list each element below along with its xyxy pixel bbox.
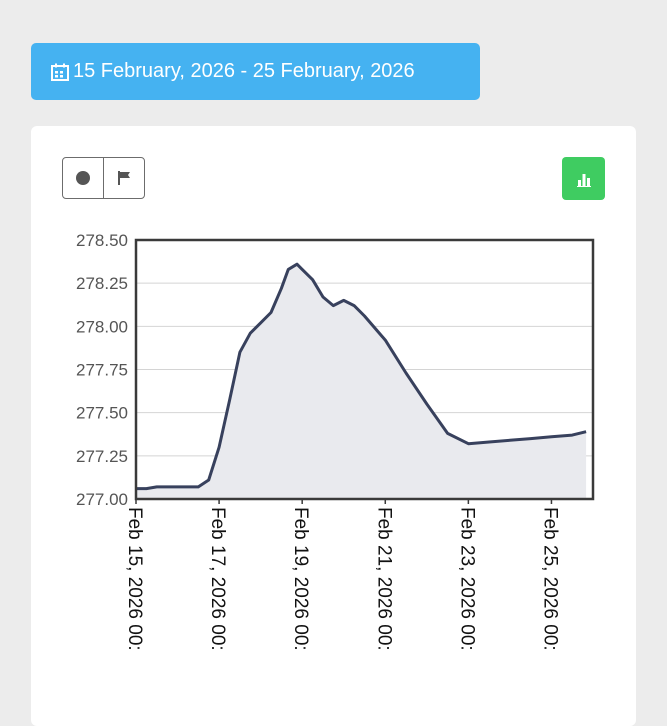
y-tick-label: 277.25 (76, 447, 128, 466)
date-range-button[interactable]: 15 February, 2026 - 25 February, 2026 (31, 43, 480, 100)
x-tick-label: Feb 21, 2026 00: (373, 507, 394, 651)
x-tick-label: Feb 15, 2026 00: (124, 507, 145, 651)
series-line (136, 262, 587, 491)
y-axis: 278.50 278.25 278.00 277.75 277.50 277.25 277.… (76, 231, 128, 509)
series-area (136, 264, 587, 499)
y-tick-label: 277.75 (76, 361, 128, 380)
circle-icon (76, 171, 90, 185)
x-tick-label: Feb 23, 2026 00: (456, 507, 477, 651)
x-tick-label: Feb 19, 2026 00: (290, 507, 311, 651)
chart-type-button[interactable] (562, 157, 605, 200)
date-range-label: 15 February, 2026 - 25 February, 2026 (73, 60, 415, 82)
y-tick-label: 277.50 (76, 404, 128, 423)
marker-toggle-group (62, 157, 145, 199)
chart: 278.50 278.25 278.00 277.75 277.50 277.25 277.… (76, 231, 595, 651)
x-axis: Feb 15, 2026 00: Feb 17, 2026 00: Feb 19, … (124, 499, 560, 651)
y-tick-label: 278.25 (76, 274, 128, 293)
circle-marker-button[interactable] (63, 158, 103, 198)
y-tick-label: 277.00 (76, 490, 128, 509)
chart-card: 278.50 278.25 278.00 277.75 277.50 277.25 277.… (31, 126, 636, 726)
bar-chart-icon (576, 173, 591, 187)
x-tick-label: Feb 25, 2026 00: (539, 507, 560, 651)
flag-icon (118, 171, 130, 185)
y-tick-label: 278.50 (76, 231, 128, 250)
y-tick-label: 278.00 (76, 317, 128, 336)
flag-marker-button[interactable] (103, 158, 144, 198)
x-tick-label: Feb 17, 2026 00: (207, 507, 228, 651)
plot-frame (134, 238, 595, 501)
calendar-icon (51, 63, 69, 81)
